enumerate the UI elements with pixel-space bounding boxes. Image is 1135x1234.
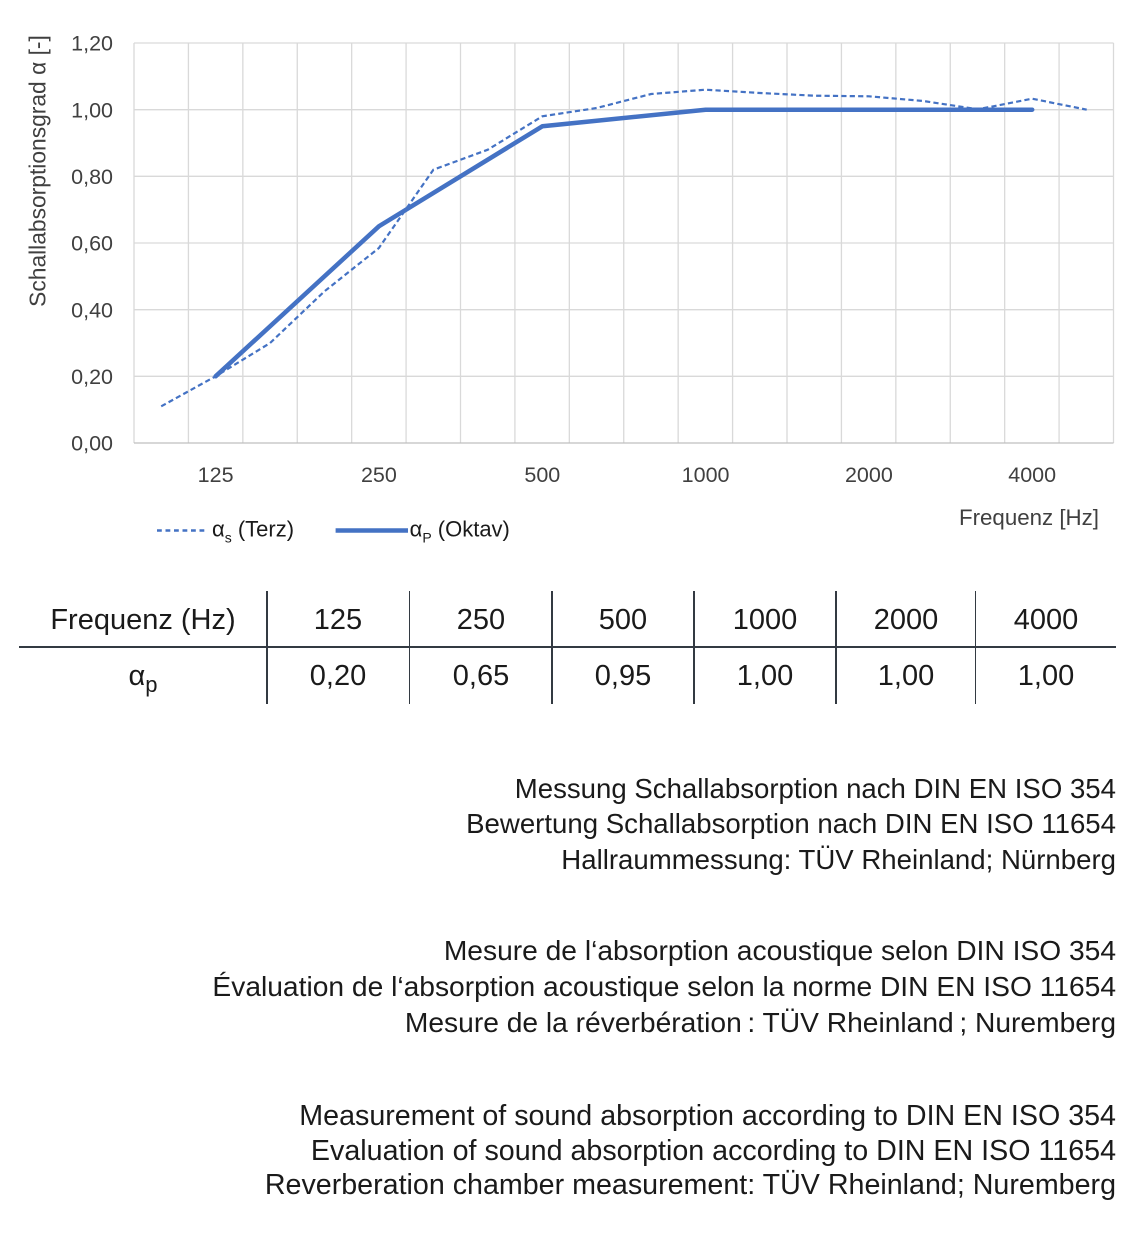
svg-text:Frequenz [Hz]: Frequenz [Hz] <box>959 505 1099 530</box>
svg-text:125: 125 <box>198 463 234 487</box>
svg-text:1,20: 1,20 <box>71 32 113 56</box>
svg-text:2000: 2000 <box>845 463 893 487</box>
svg-text:αP (Oktav): αP (Oktav) <box>410 517 510 546</box>
svg-text:4000: 4000 <box>1008 463 1056 487</box>
svg-text:250: 250 <box>361 463 397 487</box>
svg-text:αs (Terz): αs (Terz) <box>212 517 294 546</box>
svg-text:0,20: 0,20 <box>71 365 113 389</box>
svg-text:1000: 1000 <box>682 463 730 487</box>
svg-text:500: 500 <box>524 463 560 487</box>
svg-text:0,00: 0,00 <box>71 432 113 456</box>
svg-text:0,40: 0,40 <box>71 298 113 322</box>
svg-text:1,00: 1,00 <box>71 98 113 122</box>
svg-text:0,80: 0,80 <box>71 165 113 189</box>
svg-text:0,60: 0,60 <box>71 232 113 256</box>
svg-text:Schallabsorptionsgrad α [-]: Schallabsorptionsgrad α [-] <box>25 35 51 307</box>
